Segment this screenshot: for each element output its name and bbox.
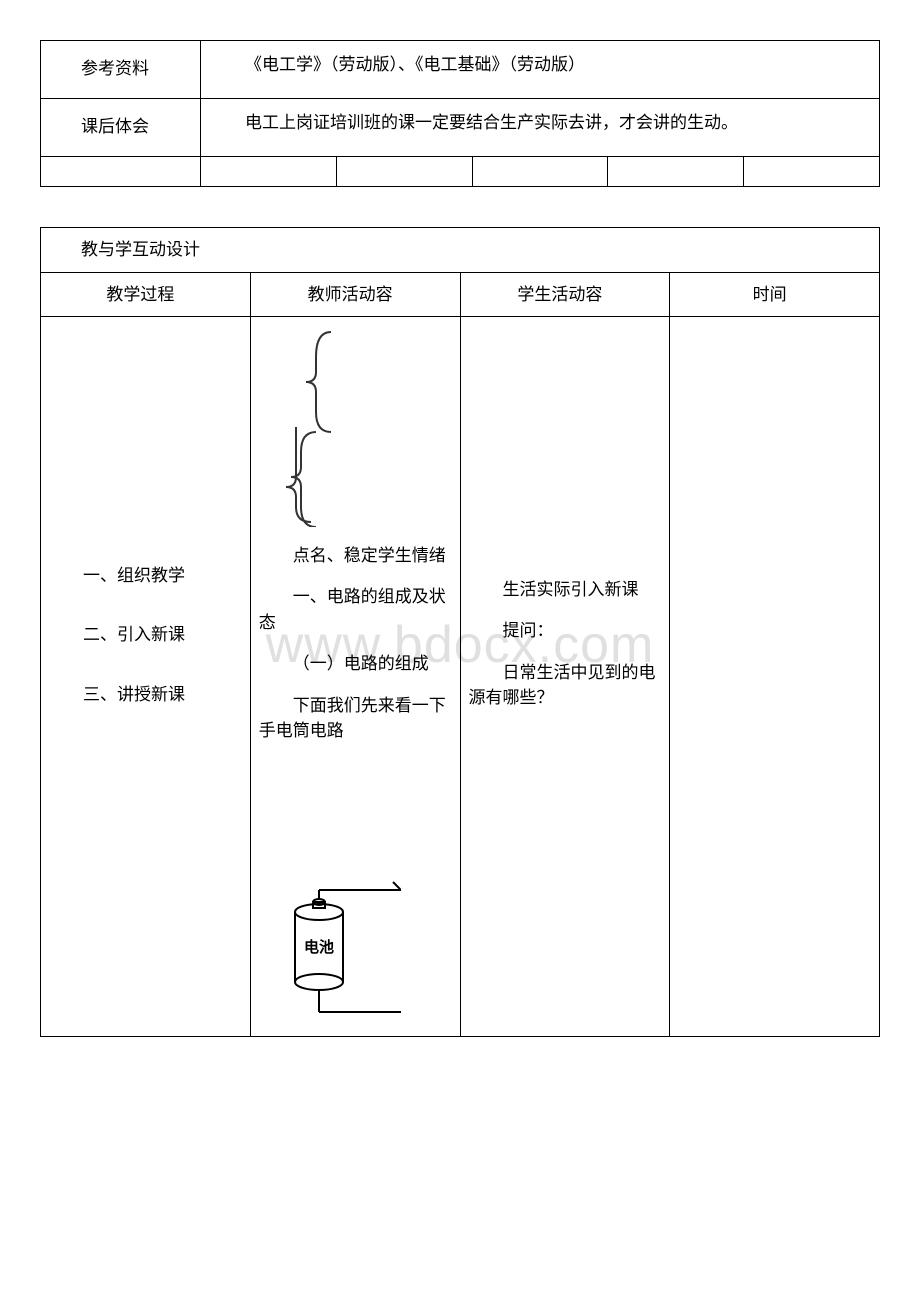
table2-title: 教与学互动设计	[41, 228, 880, 272]
time-column	[670, 316, 880, 1036]
reflection-content: 电工上岗证培训班的课一定要结合生产实际去讲，才会讲的生动。	[201, 99, 880, 157]
student-column: 生活实际引入新课 提问： 日常生活中见到的电源有哪些？	[460, 316, 670, 1036]
reference-content: 《电工学》（劳动版）、《电工基础》（劳动版）	[201, 41, 880, 99]
reference-table: 参考资料 《电工学》（劳动版）、《电工基础》（劳动版） 课后体会 电工上岗证培训…	[40, 40, 880, 187]
empty-cell	[201, 157, 337, 187]
empty-cell	[336, 157, 472, 187]
empty-cell	[472, 157, 608, 187]
header-teacher: 教师活动容	[250, 272, 460, 316]
student-line-2: 提问：	[469, 618, 662, 644]
student-line-3: 日常生活中见到的电源有哪些？	[469, 660, 662, 711]
empty-cell	[744, 157, 880, 187]
header-student: 学生活动容	[460, 272, 670, 316]
interaction-design-table: 教与学互动设计 教学过程 教师活动容 学生活动容 时间 一、组织教学 二、引入新…	[40, 227, 880, 1036]
teacher-line-3: （一）电路的组成	[259, 651, 452, 677]
empty-row	[41, 157, 880, 187]
empty-cell	[41, 157, 201, 187]
teacher-line-2: 一、电路的组成及状态	[259, 584, 452, 635]
process-item-2: 二、引入新课	[49, 616, 242, 653]
header-process: 教学过程	[41, 272, 251, 316]
student-line-1: 生活实际引入新课	[469, 577, 662, 603]
process-item-3: 三、讲授新课	[49, 676, 242, 713]
empty-cell	[608, 157, 744, 187]
teacher-line-4: 下面我们先来看一下手电筒电路	[259, 693, 452, 744]
process-item-1: 一、组织教学	[49, 557, 242, 594]
reference-label: 参考资料	[41, 41, 201, 99]
battery-label: 电池	[304, 938, 334, 956]
process-column: 一、组织教学 二、引入新课 三、讲授新课	[41, 316, 251, 1036]
reflection-label: 课后体会	[41, 99, 201, 157]
teacher-line-1: 点名、稳定学生情绪	[259, 543, 452, 569]
teacher-column: 点名、稳定学生情绪 一、电路的组成及状态 （一）电路的组成 下面我们先来看一下手…	[250, 316, 460, 1036]
brace-icon	[281, 327, 361, 527]
header-time: 时间	[670, 272, 880, 316]
battery-circuit-icon: 电池	[271, 872, 401, 1032]
